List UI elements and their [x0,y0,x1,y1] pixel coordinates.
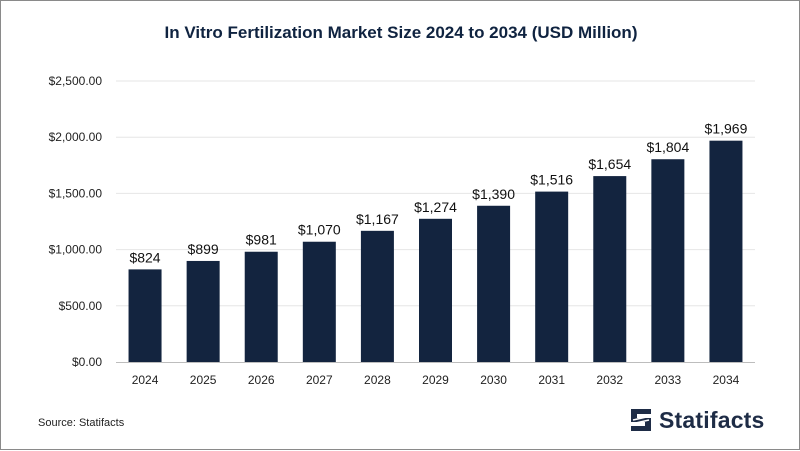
data-label: $1,804 [646,139,689,155]
x-tick-label: 2026 [248,373,275,387]
data-label: $1,516 [530,172,573,188]
y-tick-label: $500.00 [59,299,103,313]
data-label: $1,390 [472,186,515,202]
y-tick-label: $0.00 [72,355,102,369]
bar [593,176,627,362]
x-tick-label: 2030 [480,373,507,387]
data-label: $1,969 [705,121,748,137]
bar [360,230,394,362]
bar [419,218,452,362]
data-label: $824 [129,249,160,265]
y-tick-label: $2,000.00 [49,130,103,144]
x-tick-label: 2032 [596,373,623,387]
x-tick-label: 2028 [364,373,391,387]
x-tick-label: 2027 [306,373,333,387]
x-tick-label: 2025 [190,373,217,387]
x-tick-label: 2029 [422,373,449,387]
chart-title: In Vitro Fertilization Market Size 2024 … [164,23,638,42]
x-tick-label: 2033 [655,373,682,387]
data-label: $899 [188,241,219,257]
y-tick-label: $2,500.00 [49,74,103,88]
data-label: $1,654 [588,156,631,172]
y-tick-label: $1,000.00 [49,243,103,257]
brand-logo: Statifacts [629,403,765,437]
brand-name: Statifacts [659,406,765,433]
bar [709,140,743,362]
x-tick-label: 2024 [132,373,159,387]
source-note: Source: Statifacts [38,417,125,429]
bar [128,269,162,362]
data-label: $1,274 [414,199,457,215]
bar [244,251,278,362]
x-tick-label: 2031 [538,373,565,387]
data-label: $981 [246,232,277,248]
bar [477,205,511,362]
bar [535,191,569,362]
bar [651,159,685,362]
data-label: $1,167 [356,211,399,227]
bar [302,241,336,362]
data-label: $1,070 [298,222,341,238]
statifacts-s-icon [630,409,652,431]
bar [186,260,220,362]
x-tick-label: 2034 [713,373,740,387]
y-tick-label: $1,500.00 [49,186,103,200]
